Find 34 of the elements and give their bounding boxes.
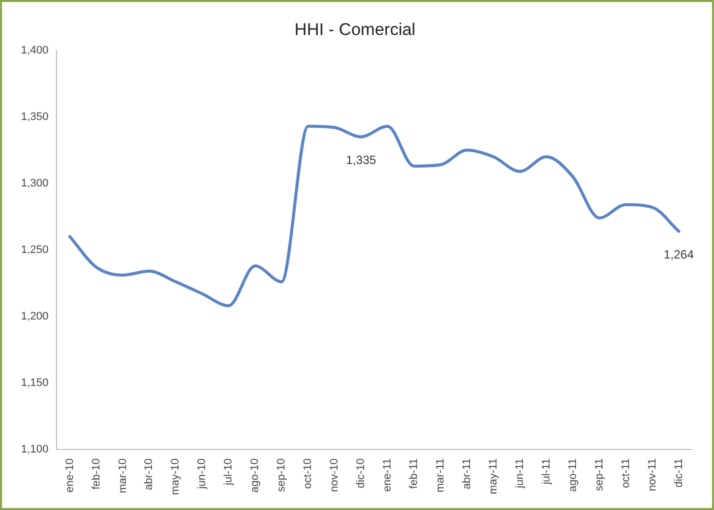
y-tick-label: 1,300 (20, 177, 49, 190)
x-tick-label: feb-11 (408, 458, 420, 489)
x-tick-label: jul-10 (222, 458, 235, 486)
x-tick-label: oct-10 (302, 458, 314, 489)
y-tick-label: 1,150 (20, 376, 49, 389)
y-tick-label: 1,400 (20, 44, 49, 56)
x-tick-label: jun-10 (196, 458, 208, 490)
x-tick-label: nov-10 (328, 458, 341, 492)
x-tick-label: dic-10 (355, 458, 368, 488)
x-tick-label: may-11 (487, 458, 500, 494)
x-tick-label: sep-11 (593, 458, 606, 492)
x-tick-label: jul-11 (540, 458, 552, 486)
x-tick-label: mar-11 (434, 458, 446, 492)
x-tick-label: abr-11 (460, 458, 473, 490)
x-tick-label: ago-10 (249, 458, 262, 493)
x-tick-label: feb-10 (90, 458, 102, 490)
chart-title: HHI - Comercial (294, 20, 416, 39)
y-tick-label: 1,350 (20, 110, 49, 123)
data-label: 1,264 (664, 248, 694, 262)
x-tick-label: nov-11 (646, 458, 658, 492)
x-tick-label: jun-11 (514, 458, 526, 490)
x-tick-label: abr-10 (143, 458, 156, 490)
x-tick-label: ene-11 (382, 458, 394, 492)
y-tick-label: 1,100 (20, 443, 49, 456)
data-label: 1,335 (346, 153, 376, 168)
x-tick-label: sep-10 (276, 458, 288, 492)
x-tick-label: mar-10 (116, 458, 129, 494)
y-tick-label: 1,250 (20, 244, 49, 256)
x-tick-label: may-10 (170, 458, 182, 496)
x-tick-label: oct-11 (620, 458, 632, 488)
x-tick-label: ago-11 (566, 458, 579, 492)
x-tick-label: dic-11 (672, 458, 685, 488)
x-tick-label: ene-10 (64, 458, 76, 493)
y-tick-label: 1,200 (20, 310, 49, 322)
